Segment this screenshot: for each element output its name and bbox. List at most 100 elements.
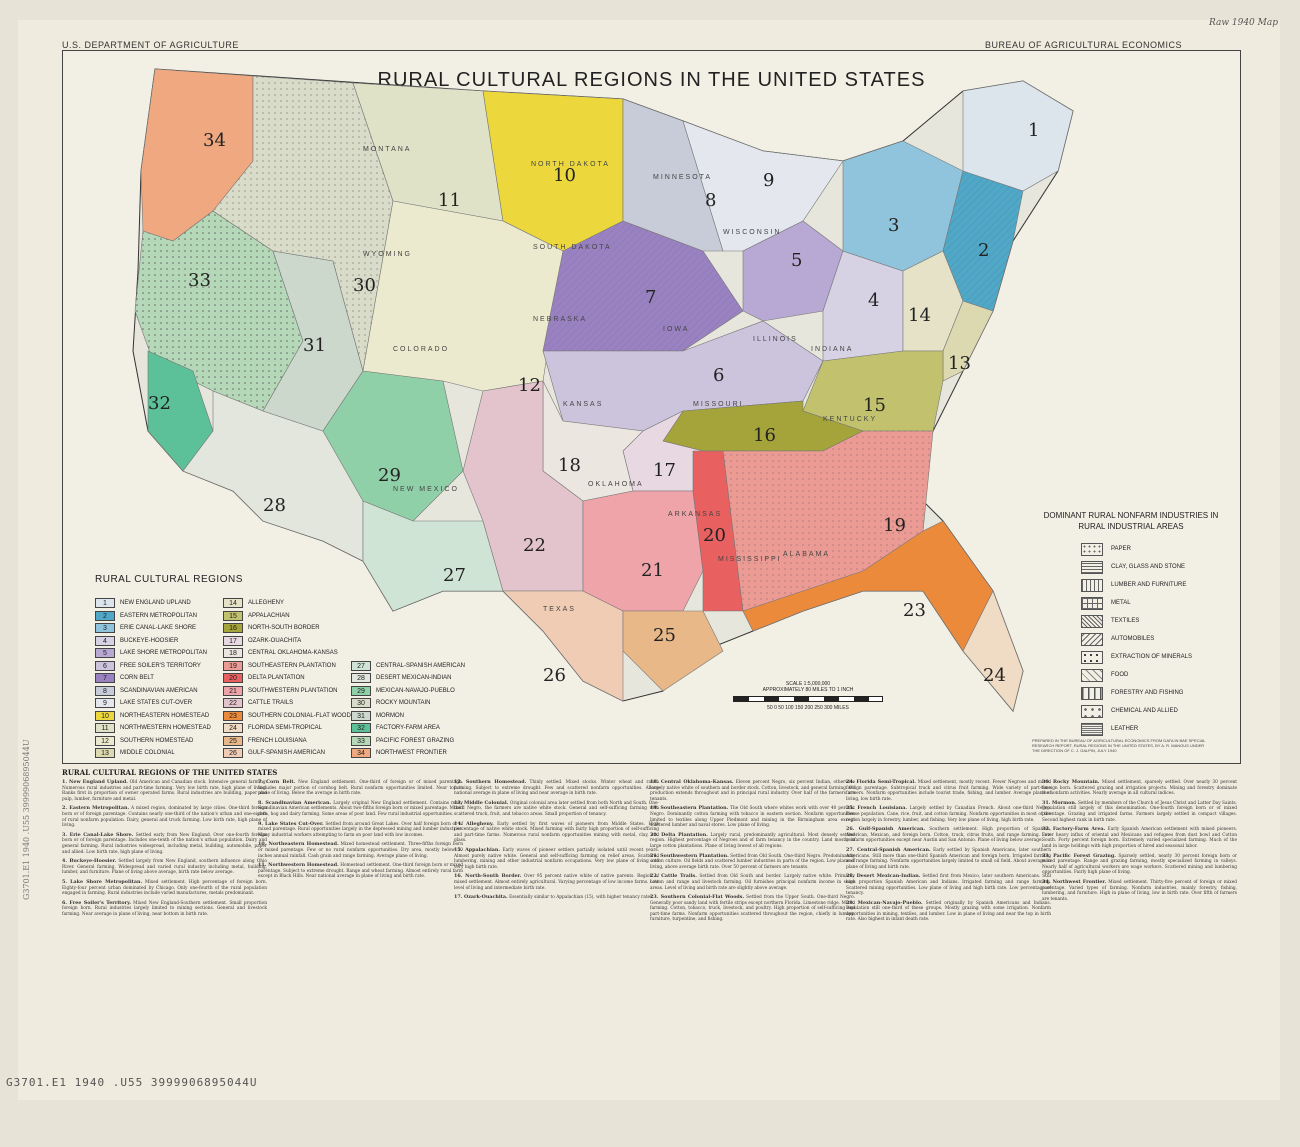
state-label-missouri: MISSOURI — [693, 401, 744, 408]
legend-label: MIDDLE COLONIAL — [120, 750, 175, 756]
legend-swatch: 21 — [223, 685, 243, 696]
legend-swatch: 30 — [351, 698, 371, 708]
region-description-text: Early waves of pioneer settlers partiall… — [454, 847, 659, 870]
region-description-heading: 7. Corn Belt. — [258, 779, 296, 785]
industry-item: METAL — [1081, 594, 1226, 612]
region-description-text: Settled from around Great Lakes. Over ha… — [258, 821, 463, 838]
descriptions-section: RURAL CULTURAL REGIONS OF THE UNITED STA… — [62, 768, 1239, 1068]
region-description: 24. Florida Semi-Tropical. Mixed settlem… — [846, 779, 1051, 802]
legend-label: APPALACHIAN — [248, 612, 290, 619]
region-description-text: Mixed New England-Southern settlement. S… — [62, 900, 267, 917]
region-number-28: 28 — [263, 495, 286, 516]
region-number-22: 22 — [523, 535, 546, 556]
industry-label: METAL — [1111, 600, 1131, 606]
region-description-text: Old American and Canadian stock. Intensi… — [62, 780, 268, 802]
state-label-indiana: INDIANA — [811, 346, 853, 353]
industry-symbol — [1081, 650, 1103, 664]
region-description-heading: 20. Delta Plantation. — [650, 831, 708, 838]
legend-item-3: 3 ERIE CANAL-LAKE SHORE — [95, 622, 196, 634]
legend-swatch: 16 — [223, 623, 243, 633]
industry-symbol — [1081, 704, 1103, 718]
scale-bar-graphic — [733, 696, 883, 702]
legend-swatch: 32 — [351, 723, 371, 733]
industries-list: PAPER CLAY, GLASS AND STONE LUMBER AND FUR… — [1036, 540, 1226, 738]
descriptions-column-5: 24. Florida Semi-Tropical. Mixed settlem… — [846, 779, 1052, 927]
region-description: 19. Southeastern Plantation. The Old Sou… — [650, 806, 855, 829]
region-number-19: 19 — [883, 515, 906, 536]
region-number-12: 12 — [518, 375, 541, 396]
industry-label: EXTRACTION OF MINERALS — [1111, 654, 1193, 660]
descriptions-column-4: 18. Central Oklahoma-Kansas. Eleven perc… — [650, 779, 855, 927]
region-number-13: 13 — [948, 353, 971, 374]
legend-item-12: 12 SOUTHERN HOMESTEAD — [95, 735, 193, 747]
state-label-south-dakota: SOUTH DAKOTA — [533, 244, 612, 251]
legend-label: FRENCH LOUISIANA — [248, 737, 307, 744]
region-description: 20. Delta Plantation. Largely rural, pre… — [650, 831, 855, 850]
region-description: 25. French Louisiana. Largely settled by… — [846, 806, 1051, 823]
legend-item-13: 13 MIDDLE COLONIAL — [95, 747, 175, 759]
region-description: 4. Buckeye-Hoosier. Settled largely from… — [62, 858, 267, 876]
industry-label: TEXTILES — [1111, 618, 1140, 624]
legend-item-26: 26 GULF-SPANISH AMERICAN — [223, 747, 325, 759]
region-number-1: 1 — [1028, 120, 1039, 141]
region-description: 26. Gulf-Spanish American. Southern sett… — [846, 826, 1051, 844]
legend-item-34: 34 NORTHWEST FRONTIER — [351, 747, 447, 759]
legend-item-20: 20 DELTA PLANTATION — [223, 672, 305, 684]
region-description: 13. Middle Colonial. Original colonial a… — [454, 800, 659, 818]
legend-swatch: 5 — [95, 648, 115, 658]
legend-label: NORTH-SOUTH BORDER — [248, 625, 320, 631]
region-description-text: Eleven percent Negro, six percent Indian… — [650, 780, 855, 802]
region-description-text: Settled originally by Spanish Americans … — [846, 900, 1052, 923]
legend-label: CORN BELT — [120, 675, 154, 681]
legend-swatch: 7 — [95, 673, 115, 683]
legend-label: MORMON — [376, 712, 404, 719]
region-description-text: Largely rural, predominantly agricultura… — [650, 832, 855, 849]
region-description: 17. Ozark-Ouachita. Essentially similar … — [454, 894, 659, 901]
region-description-text: Southern settlement. High proportion of … — [846, 827, 1051, 844]
state-label-iowa: IOWA — [663, 326, 689, 333]
region-number-2: 2 — [978, 240, 989, 261]
industry-label: LEATHER — [1111, 726, 1139, 732]
legend-swatch: 17 — [223, 635, 243, 646]
legend-swatch: 28 — [351, 673, 371, 683]
region-description-heading: 32. Factory-Farm Area. — [1042, 826, 1106, 833]
region-description-heading: 11. Northwestern Homestead. — [258, 862, 339, 869]
legend-item-8: 8 SCANDINAVIAN AMERICAN — [95, 685, 198, 697]
legend-label: MEXICAN-NAVAJO-PUEBLO — [376, 687, 455, 694]
region-number-24: 24 — [983, 665, 1006, 686]
state-label-north-dakota: NORTH DAKOTA — [531, 161, 610, 168]
region-number-9: 9 — [763, 170, 774, 191]
region-description-text: Early settled by first waves of pioneers… — [454, 821, 659, 844]
region-description-heading: 22. Cattle Trails. — [650, 873, 697, 880]
region-description-heading: 2. Eastern Metropolitan. — [62, 805, 130, 812]
state-label-wisconsin: WISCONSIN — [723, 229, 781, 236]
state-label-oklahoma: OKLAHOMA — [588, 481, 644, 488]
corner-handwritten-note: Raw 1940 Map — [1208, 18, 1278, 28]
region-description: 21. Southwestern Plantation. Settled fro… — [650, 852, 855, 871]
industry-item: AUTOMOBILES — [1081, 630, 1226, 648]
region-number-6: 6 — [713, 365, 724, 386]
industry-symbol — [1081, 560, 1103, 574]
industry-label: FORESTRY AND FISHING — [1111, 690, 1184, 696]
region-description-text: Settled from the Upper South. One-third … — [650, 895, 855, 923]
legend-label: SCANDINAVIAN AMERICAN — [120, 687, 198, 694]
us-regions-map: 1 2 3 4 5 6 7 8 9 10 11 12 13 14 15 16 1… — [132, 68, 1074, 713]
legend-label: FLORIDA SEMI-TROPICAL — [248, 725, 323, 731]
legend-label: NORTHWEST FRONTIER — [376, 750, 447, 756]
region-description: 22. Cattle Trails. Settled from Old Sout… — [650, 874, 855, 891]
region-description-heading: 21. Southwestern Plantation. — [650, 852, 729, 859]
region-description: 30. Rocky Mountain. Mixed settlement, sp… — [1042, 779, 1237, 797]
legend-item-11: 11 NORTHWESTERN HOMESTEAD — [95, 722, 211, 734]
region-description-text: Homestead settlement. One-third foreign … — [258, 863, 463, 880]
region-number-26: 26 — [543, 665, 566, 686]
scale-ticks: 50 0 50 100 150 200 250 300 MILES — [767, 705, 849, 711]
side-catalog-note: G3701.E1 1940 .U55 3999906895044U — [22, 739, 31, 900]
industry-symbol — [1081, 542, 1103, 556]
descriptions-column-3: 12. Southern Homestead. Thinly settled. … — [454, 779, 659, 905]
legend-swatch: 1 — [95, 598, 115, 608]
region-description-text: Settled from Old South. One-third Negro.… — [650, 853, 855, 870]
legend-label: NEW ENGLAND UPLAND — [120, 600, 191, 606]
legend-swatch: 15 — [223, 610, 243, 621]
region-27 — [362, 500, 504, 612]
region-number-25: 25 — [653, 625, 676, 646]
